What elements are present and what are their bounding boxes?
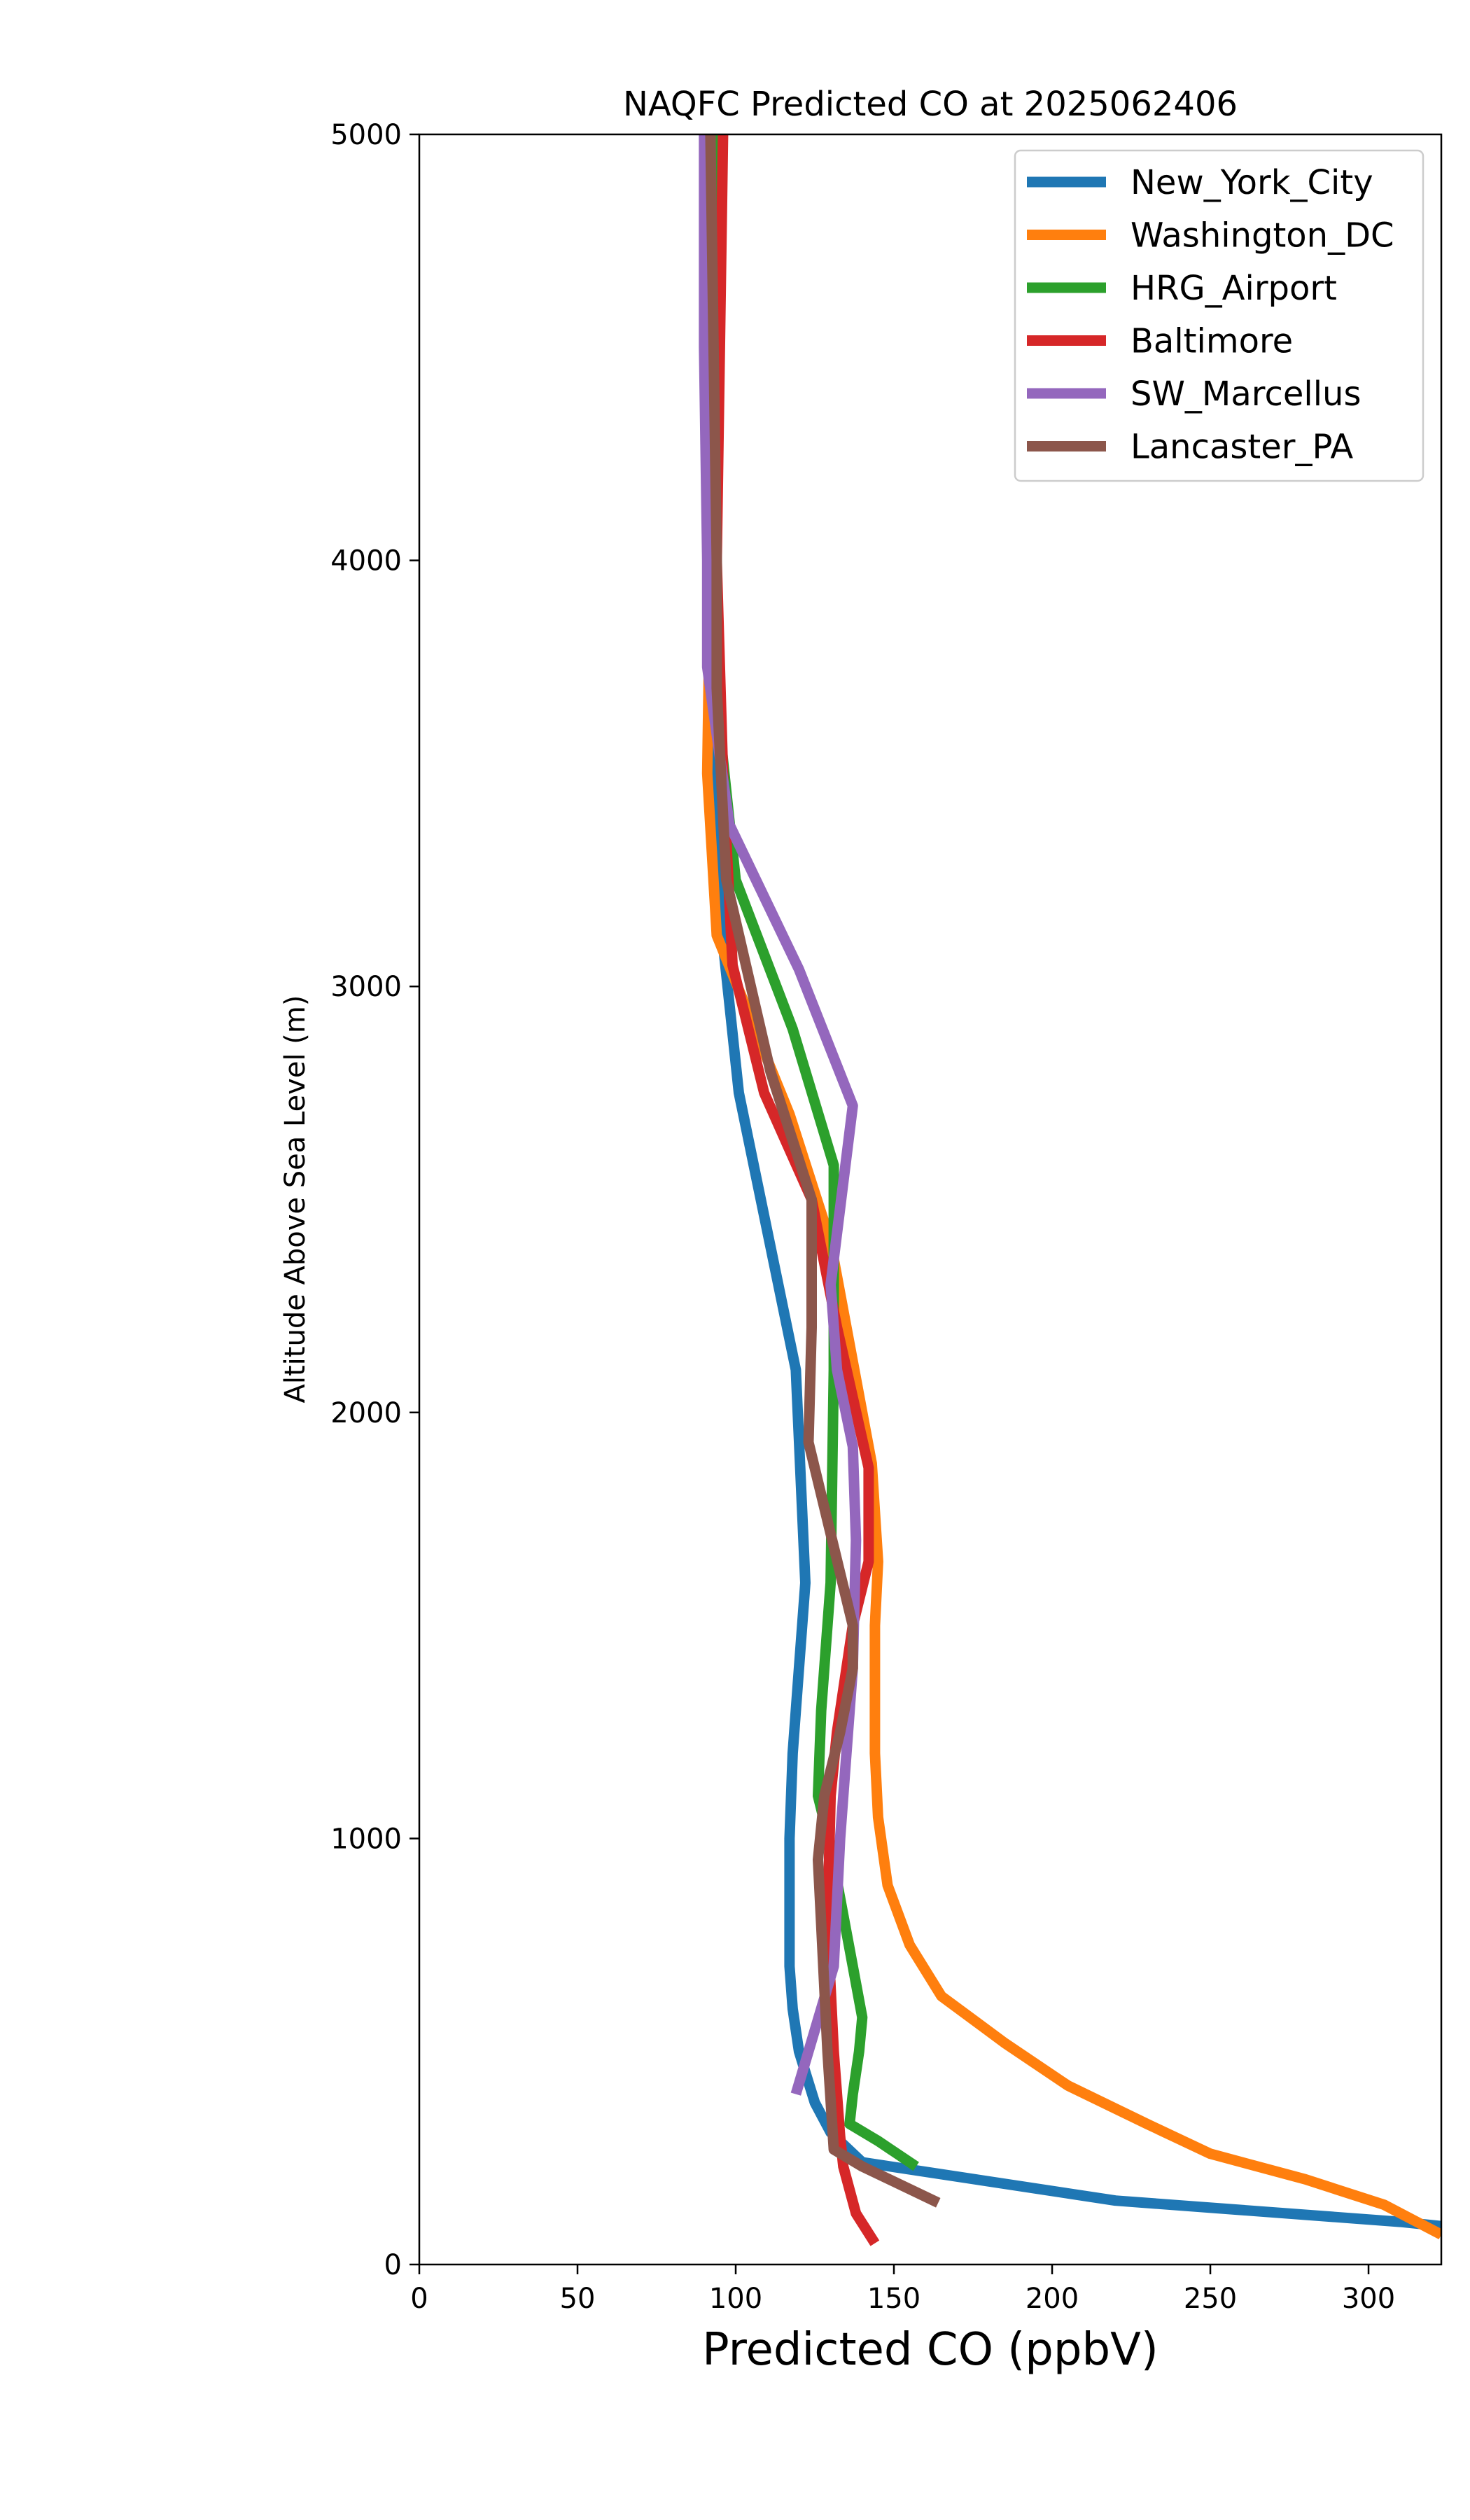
series-layer	[699, 134, 1441, 2246]
legend-label: Washington_DC	[1130, 216, 1394, 255]
y-axis-label: Altitude Above Sea Level (m)	[279, 995, 312, 1404]
x-tick-label: 200	[1026, 2283, 1079, 2315]
y-tick-label: 4000	[330, 545, 402, 578]
legend: New_York_City Washington_DC HRG_Airport Bal…	[1014, 149, 1424, 482]
x-axis-label: Predicted CO (ppbV)	[702, 2324, 1158, 2376]
y-tick-label: 3000	[330, 971, 402, 1003]
legend-label: HRG_Airport	[1130, 269, 1337, 308]
y-tick-label: 1000	[330, 1823, 402, 1855]
x-tick-label: 50	[560, 2283, 596, 2315]
x-tick-label: 0	[410, 2283, 428, 2315]
series-line-washington-dc	[701, 134, 1441, 2240]
x-tick-label: 150	[867, 2283, 920, 2315]
legend-label: Baltimore	[1130, 322, 1293, 361]
series-line-baltimore	[711, 134, 880, 2246]
series-line-sw-marcellus	[699, 134, 862, 2096]
y-tick-label: 0	[384, 2249, 402, 2281]
x-tick-label: 300	[1342, 2283, 1395, 2315]
legend-label: New_York_City	[1130, 163, 1373, 202]
legend-label: Lancaster_PA	[1130, 428, 1353, 467]
chart-title: NAQFC Predicted CO at 2025062406	[623, 85, 1238, 124]
series-line-lancaster-pa	[705, 134, 941, 2208]
legend-box	[1014, 149, 1424, 482]
y-tick-label: 5000	[330, 119, 402, 151]
plot-area-frame	[418, 133, 1443, 2266]
legend-label: SW_Marcellus	[1130, 374, 1361, 414]
y-tick-label: 2000	[330, 1397, 402, 1429]
x-tick-label: 250	[1184, 2283, 1237, 2315]
x-tick-label: 100	[709, 2283, 762, 2315]
